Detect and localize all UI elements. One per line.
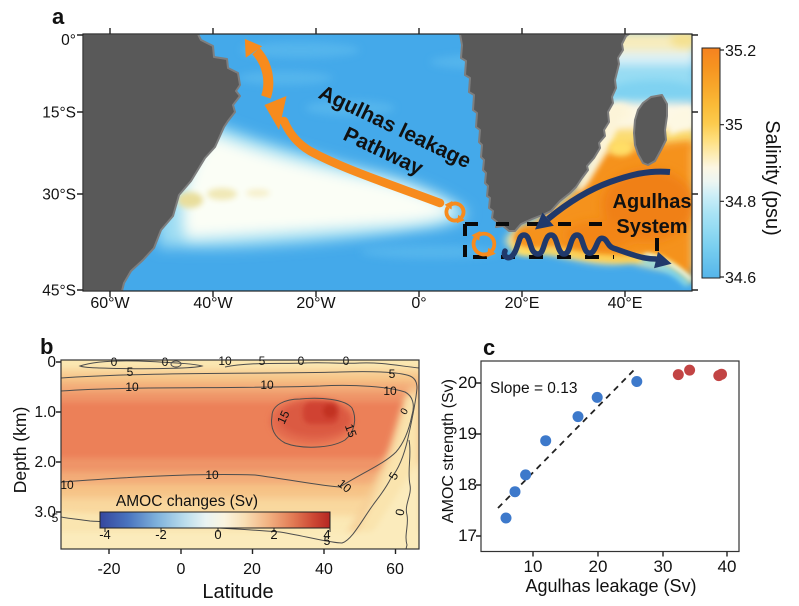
svg-text:0: 0 [214,527,221,542]
svg-text:0°: 0° [411,295,426,312]
svg-text:-20: -20 [97,561,120,578]
svg-text:20: 20 [458,373,477,392]
svg-text:34.6: 34.6 [725,270,756,287]
svg-text:Agulhas leakage (Sv): Agulhas leakage (Sv) [525,576,696,596]
svg-text:5: 5 [389,367,396,381]
svg-text:40: 40 [718,557,737,576]
svg-text:15°S: 15°S [42,105,76,122]
svg-text:2: 2 [270,527,277,542]
svg-text:c: c [483,335,495,360]
svg-text:18: 18 [458,475,477,494]
svg-text:0: 0 [177,561,186,578]
svg-text:40°E: 40°E [608,295,643,312]
svg-text:20: 20 [243,561,261,578]
svg-text:1.0: 1.0 [34,404,56,421]
svg-text:0: 0 [162,355,169,369]
svg-text:10: 10 [125,380,139,394]
svg-text:Slope = 0.13: Slope = 0.13 [490,380,577,397]
svg-text:20°E: 20°E [505,295,540,312]
svg-text:10: 10 [260,378,274,392]
svg-text:40: 40 [315,561,333,578]
svg-text:System: System [616,216,687,238]
svg-text:60°W: 60°W [90,295,130,312]
svg-text:-4: -4 [99,527,111,542]
svg-text:5: 5 [52,511,59,525]
svg-text:34.8: 34.8 [725,194,756,211]
svg-text:5: 5 [127,365,134,379]
svg-text:3.0: 3.0 [34,504,56,521]
svg-text:Latitude: Latitude [202,581,273,603]
svg-text:a: a [52,4,65,29]
svg-text:20°W: 20°W [296,295,336,312]
svg-text:0: 0 [393,507,408,516]
svg-text:b: b [40,334,53,359]
svg-text:5: 5 [324,534,331,548]
svg-text:4: 4 [323,527,330,542]
svg-text:10: 10 [205,468,219,482]
svg-text:0: 0 [399,406,412,417]
svg-text:15: 15 [274,408,292,426]
svg-text:AMOC changes (Sv): AMOC changes (Sv) [116,493,258,510]
svg-text:2.0: 2.0 [34,454,56,471]
svg-text:35.2: 35.2 [725,43,756,60]
svg-text:AMOC strength (Sv): AMOC strength (Sv) [440,379,457,523]
svg-text:0: 0 [47,354,56,371]
svg-text:-2: -2 [155,527,167,542]
svg-text:10: 10 [60,478,74,492]
svg-text:0: 0 [111,355,118,369]
svg-text:19: 19 [458,424,477,443]
svg-text:Salinity (psu): Salinity (psu) [761,120,783,236]
svg-text:17: 17 [458,526,477,545]
svg-text:60: 60 [386,561,404,578]
svg-text:5: 5 [259,354,266,368]
svg-text:Depth (km): Depth (km) [10,407,30,494]
svg-text:30°S: 30°S [42,187,76,204]
svg-text:0: 0 [298,354,305,368]
svg-text:Agulhas: Agulhas [613,191,692,213]
svg-text:10: 10 [524,557,543,576]
svg-text:40°W: 40°W [193,295,233,312]
svg-text:30: 30 [654,557,673,576]
svg-text:20: 20 [589,557,608,576]
svg-text:45°S: 45°S [42,283,76,300]
svg-text:10: 10 [218,354,232,368]
svg-text:15: 15 [342,422,360,440]
svg-text:10: 10 [383,384,397,398]
svg-text:0°: 0° [61,32,76,49]
svg-text:0: 0 [343,354,350,368]
svg-text:35: 35 [725,117,743,134]
